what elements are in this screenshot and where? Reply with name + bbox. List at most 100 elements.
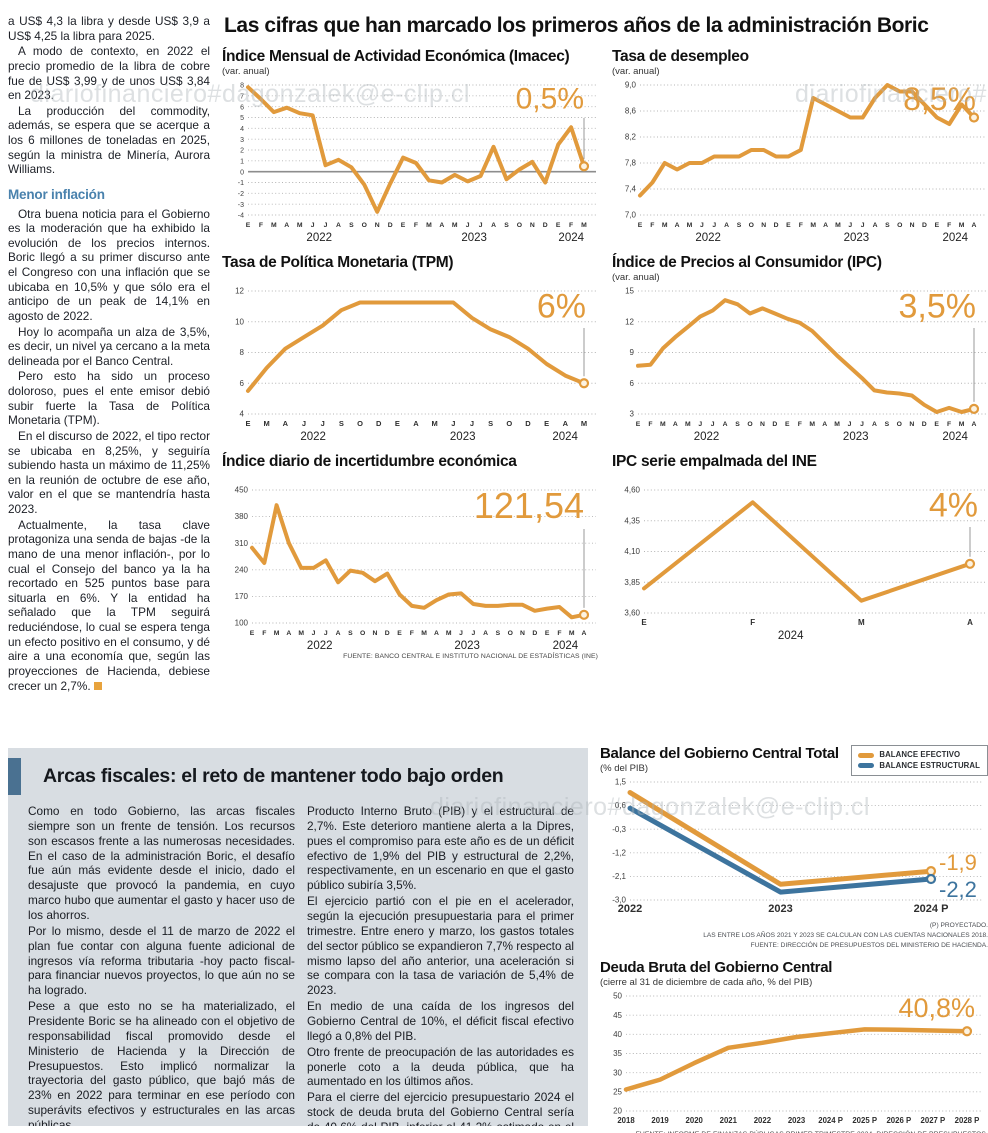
svg-text:J: J (451, 419, 455, 428)
svg-text:J: J (311, 222, 315, 229)
svg-text:2024: 2024 (778, 630, 804, 641)
svg-text:M: M (298, 630, 304, 637)
svg-text:-1: -1 (238, 180, 244, 187)
tpm-chart-block: Tasa de Política Monetaria (TPM) 12 10 8 6 4… (222, 254, 598, 443)
svg-text:J: J (861, 222, 865, 229)
svg-text:A: A (675, 222, 680, 229)
svg-text:45: 45 (613, 1010, 622, 1019)
fiscal-article-panel: Arcas fiscales: el reto de mantener todo… (8, 748, 588, 1126)
svg-text:4,35: 4,35 (624, 516, 640, 525)
svg-text:6: 6 (240, 379, 245, 388)
svg-text:2022: 2022 (306, 232, 332, 243)
svg-text:2021: 2021 (720, 1116, 738, 1125)
article-paragraph: Por lo mismo, desde el 11 de marzo de 20… (28, 923, 295, 998)
svg-text:12: 12 (625, 317, 634, 326)
fiscal-column-right: Producto Interno Bruto (PIB) y el estruc… (307, 804, 574, 1126)
article-paragraph: a US$ 4,3 la libra y desde US$ 3,9 a US$… (8, 14, 210, 43)
svg-text:A: A (413, 419, 419, 428)
fiscal-column-left: Como en todo Gobierno, las arcas fiscale… (28, 804, 295, 1126)
article-paragraph: Actualmente, la tasa clave protagoniza u… (8, 517, 210, 693)
chart-subtitle (612, 471, 988, 483)
svg-text:M: M (835, 222, 841, 229)
svg-text:M: M (685, 421, 691, 428)
svg-text:2023: 2023 (843, 431, 869, 442)
copper-inflation-article-column: a US$ 4,3 la libra y desde US$ 3,9 a US$… (8, 14, 210, 694)
svg-text:A: A (822, 421, 827, 428)
article-paragraph: El ejercicio partió con el pie en el ace… (307, 894, 574, 998)
svg-text:1,5: 1,5 (615, 778, 627, 787)
svg-text:2022: 2022 (754, 1116, 772, 1125)
svg-text:2024: 2024 (553, 640, 579, 651)
svg-text:2024: 2024 (942, 431, 968, 442)
article-paragraph: La producción del commodity, además, se … (8, 103, 210, 177)
svg-text:2023: 2023 (461, 232, 487, 243)
svg-text:2023: 2023 (450, 431, 476, 442)
svg-text:2023: 2023 (454, 640, 480, 651)
balance-chart-block: Balance del Gobierno Central Total (% de… (600, 745, 988, 951)
svg-text:J: J (324, 222, 328, 229)
svg-text:M: M (687, 222, 693, 229)
svg-text:J: J (712, 222, 716, 229)
svg-text:2023: 2023 (768, 903, 792, 915)
svg-text:E: E (638, 222, 643, 229)
chart-title: Tasa de Política Monetaria (TPM) (222, 254, 454, 272)
svg-text:3: 3 (240, 137, 244, 144)
svg-text:O: O (360, 630, 365, 637)
svg-text:O: O (357, 419, 363, 428)
chart-title: Índice diario de incertidumbre económica (222, 453, 517, 471)
legend-swatch-efectivo (858, 752, 875, 758)
svg-text:0,6: 0,6 (615, 801, 627, 810)
ipc-empalmada-line-chart: 4,60 4,35 4,10 3,85 3,60 E F M A 2024 4% (612, 483, 988, 642)
svg-text:40: 40 (613, 1030, 622, 1039)
fiscal-article-title: Arcas fiscales: el reto de mantener todo… (43, 765, 504, 787)
footnote: LAS ENTRE LOS AÑOS 2021 Y 2023 SE CALCUL… (703, 931, 988, 939)
svg-text:N: N (520, 630, 525, 637)
svg-text:J: J (459, 630, 463, 637)
svg-text:35: 35 (613, 1049, 622, 1058)
svg-text:J: J (324, 630, 328, 637)
svg-text:1: 1 (240, 158, 244, 165)
svg-text:O: O (362, 222, 367, 229)
svg-text:6: 6 (240, 104, 244, 111)
svg-text:E: E (395, 419, 400, 428)
svg-text:9: 9 (630, 348, 635, 357)
svg-text:M: M (581, 419, 587, 428)
legend-label: BALANCE ESTRUCTURAL (879, 760, 980, 770)
article-subheading: Menor inflación (8, 186, 105, 202)
svg-text:A: A (284, 222, 289, 229)
svg-text:O: O (897, 421, 902, 428)
footnote: FUENTE: DIRECCIÓN DE PRESUPUESTOS DEL MI… (750, 941, 988, 949)
svg-text:E: E (636, 421, 641, 428)
svg-text:M: M (274, 630, 280, 637)
svg-text:E: E (246, 222, 251, 229)
svg-text:2023: 2023 (788, 1116, 806, 1125)
article-paragraph: Pero esto ha sido un proceso doloroso, p… (8, 369, 210, 428)
svg-text:O: O (506, 419, 512, 428)
svg-text:E: E (250, 630, 255, 637)
chart-footnotes: (P) PROYECTADO. LAS ENTRE LOS AÑOS 2021 … (600, 921, 988, 951)
article-paragraph: Como en todo Gobierno, las arcas fiscale… (28, 804, 295, 923)
svg-text:M: M (446, 630, 452, 637)
fiscal-charts-column: Balance del Gobierno Central Total (% de… (600, 745, 988, 1133)
chart-source-note: FUENTE: INFORME DE FINANZAS PÚBLICAS PRI… (600, 1131, 988, 1133)
svg-text:2022: 2022 (618, 903, 642, 915)
svg-text:8,5%: 8,5% (903, 81, 976, 117)
svg-text:0,5%: 0,5% (516, 82, 584, 115)
svg-text:9,0: 9,0 (625, 81, 637, 90)
svg-text:O: O (747, 421, 752, 428)
svg-text:A: A (491, 222, 496, 229)
svg-text:J: J (312, 630, 316, 637)
chart-subtitle: (var. anual) (222, 66, 270, 78)
svg-text:450: 450 (235, 486, 249, 495)
footnote: (P) PROYECTADO. (929, 922, 988, 929)
svg-text:E: E (245, 419, 250, 428)
article-paragraph: Hoy lo acompaña un alza de 3,5%, es deci… (8, 324, 210, 368)
svg-text:F: F (414, 222, 418, 229)
svg-text:A: A (434, 630, 439, 637)
desempleo-chart-block: Tasa de desempleo (var. anual) 9,0 8,6 8,2… (612, 48, 988, 244)
article-paragraph: En medio de una caída de los ingresos de… (307, 999, 574, 1043)
svg-text:121,54: 121,54 (474, 485, 584, 526)
chart-subtitle: (cierre al 31 de diciembre de cada año, … (600, 976, 813, 988)
svg-text:E: E (786, 222, 791, 229)
svg-text:M: M (432, 419, 438, 428)
